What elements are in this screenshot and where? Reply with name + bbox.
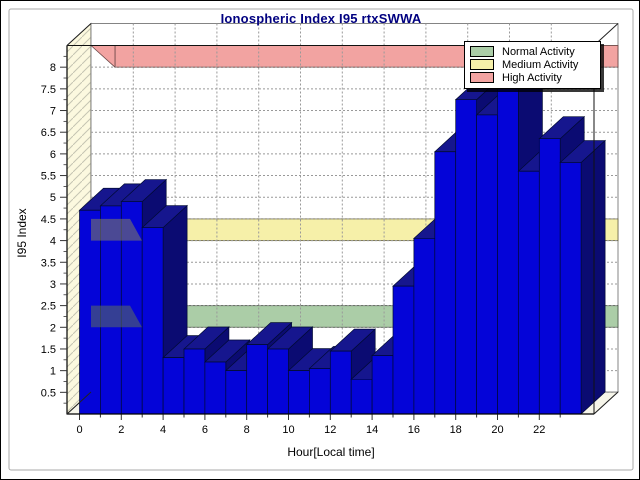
bar-front-face	[413, 238, 436, 415]
y-tick-label: 5	[50, 192, 56, 204]
y-axis-title: I95 Index	[15, 208, 29, 258]
bar-front-face	[288, 370, 310, 415]
y-tick-label: 2	[50, 322, 56, 334]
bar-hour-23[interactable]	[559, 139, 606, 415]
legend-item-label: Normal Activity	[502, 45, 575, 58]
bar-side-face	[580, 139, 606, 415]
bar-front-face	[497, 88, 519, 415]
x-tick-label: 14	[366, 424, 378, 436]
x-axis-title: Hour[Local time]	[287, 445, 375, 459]
bar-front-face	[559, 162, 582, 415]
x-tick-label: 18	[450, 424, 462, 436]
legend: Normal Activity Medium Activity High Act…	[464, 41, 601, 89]
y-tick-label: 8	[50, 62, 56, 74]
normal-activity-swatch	[470, 46, 494, 57]
high-activity-swatch	[470, 72, 494, 83]
bar-front-face	[309, 368, 331, 415]
y-tick-label: 4	[50, 236, 56, 248]
y-tick-label: 1.5	[41, 344, 56, 356]
bar-front-face	[267, 348, 289, 415]
x-tick-label: 6	[202, 424, 208, 436]
y-tick-label: 7.5	[41, 84, 56, 96]
chart-title: Ionospheric Index I95 rtxSWWA	[220, 11, 422, 26]
medium-activity-swatch	[470, 59, 494, 70]
y-tick-label: 3	[50, 279, 56, 291]
legend-item-medium[interactable]: Medium Activity	[470, 58, 596, 71]
y-tick-label: 2.5	[41, 301, 56, 313]
depth-edge	[66, 391, 92, 415]
y-tick-label: 3.5	[41, 257, 56, 269]
bar-front-face	[350, 378, 373, 415]
legend-item-label: High Activity	[502, 71, 562, 84]
bar-front-face	[141, 227, 164, 415]
legend-item-normal[interactable]: Normal Activity	[470, 45, 596, 58]
x-tick-label: 2	[118, 424, 124, 436]
y-tick-label: 0.5	[41, 387, 56, 399]
bar-front-face	[392, 285, 415, 415]
x-tick-label: 4	[160, 424, 166, 436]
bar-front-face	[538, 138, 561, 415]
depth-edge	[593, 391, 619, 415]
y-tick-label: 1	[50, 366, 56, 378]
bar-front-face	[246, 344, 268, 415]
y-tick-label: 7	[50, 106, 56, 118]
legend-item-high[interactable]: High Activity	[470, 71, 596, 84]
x-tick-label: 20	[491, 424, 503, 436]
x-tick-label: 8	[244, 424, 250, 436]
depth-edge	[66, 23, 92, 46]
bar-front-face	[183, 348, 206, 415]
bar-front-face	[225, 370, 248, 415]
y-tick-label: 6.5	[41, 127, 56, 139]
bar-front-face	[518, 170, 540, 415]
x-tick-label: 16	[408, 424, 420, 436]
bar-front-face	[434, 151, 457, 415]
y-tick-label: 5.5	[41, 171, 56, 183]
band-overlay	[91, 305, 142, 328]
bar-front-face	[329, 350, 352, 415]
legend-item-label: Medium Activity	[502, 58, 579, 71]
panel-border	[8, 8, 634, 471]
x-tick-label: 22	[533, 424, 545, 436]
band-overlay	[91, 218, 142, 241]
x-tick-label: 12	[324, 424, 336, 436]
bar-front-face	[371, 355, 394, 415]
bar-front-face	[455, 99, 477, 415]
bar-front-face	[162, 357, 185, 415]
y-tick-label: 4.5	[41, 214, 56, 226]
x-tick-label: 10	[282, 424, 294, 436]
y-tick-label: 6	[50, 149, 56, 161]
x-tick-label: 0	[76, 424, 82, 436]
bar-front-face	[476, 114, 498, 415]
bar-front-face	[204, 361, 227, 415]
